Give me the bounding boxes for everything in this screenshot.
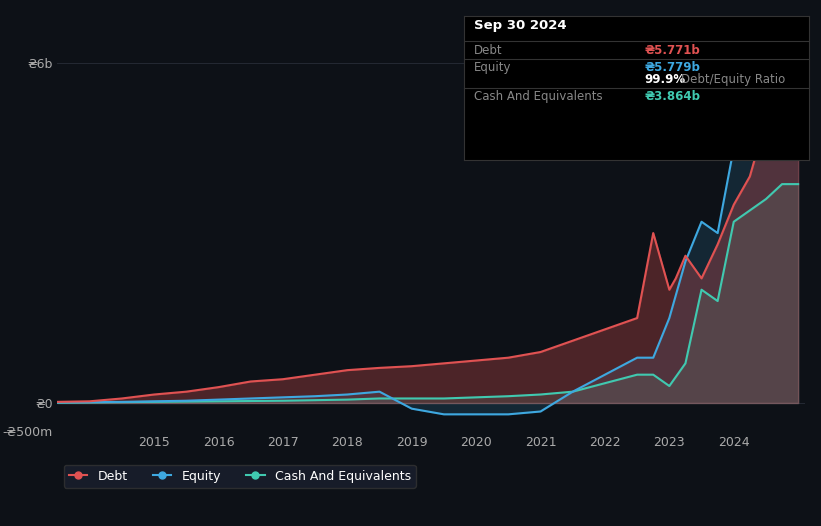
Text: ₴3.864b: ₴3.864b xyxy=(644,90,700,103)
Legend: Debt, Equity, Cash And Equivalents: Debt, Equity, Cash And Equivalents xyxy=(64,464,415,488)
Text: ₴5.771b: ₴5.771b xyxy=(644,44,700,57)
Text: ₴5.779b: ₴5.779b xyxy=(644,61,700,74)
Text: Debt: Debt xyxy=(474,44,502,57)
Text: Equity: Equity xyxy=(474,61,511,74)
Text: Sep 30 2024: Sep 30 2024 xyxy=(474,19,566,32)
Text: Debt/Equity Ratio: Debt/Equity Ratio xyxy=(681,73,786,86)
Text: Cash And Equivalents: Cash And Equivalents xyxy=(474,90,603,103)
Text: 99.9%: 99.9% xyxy=(644,73,686,86)
